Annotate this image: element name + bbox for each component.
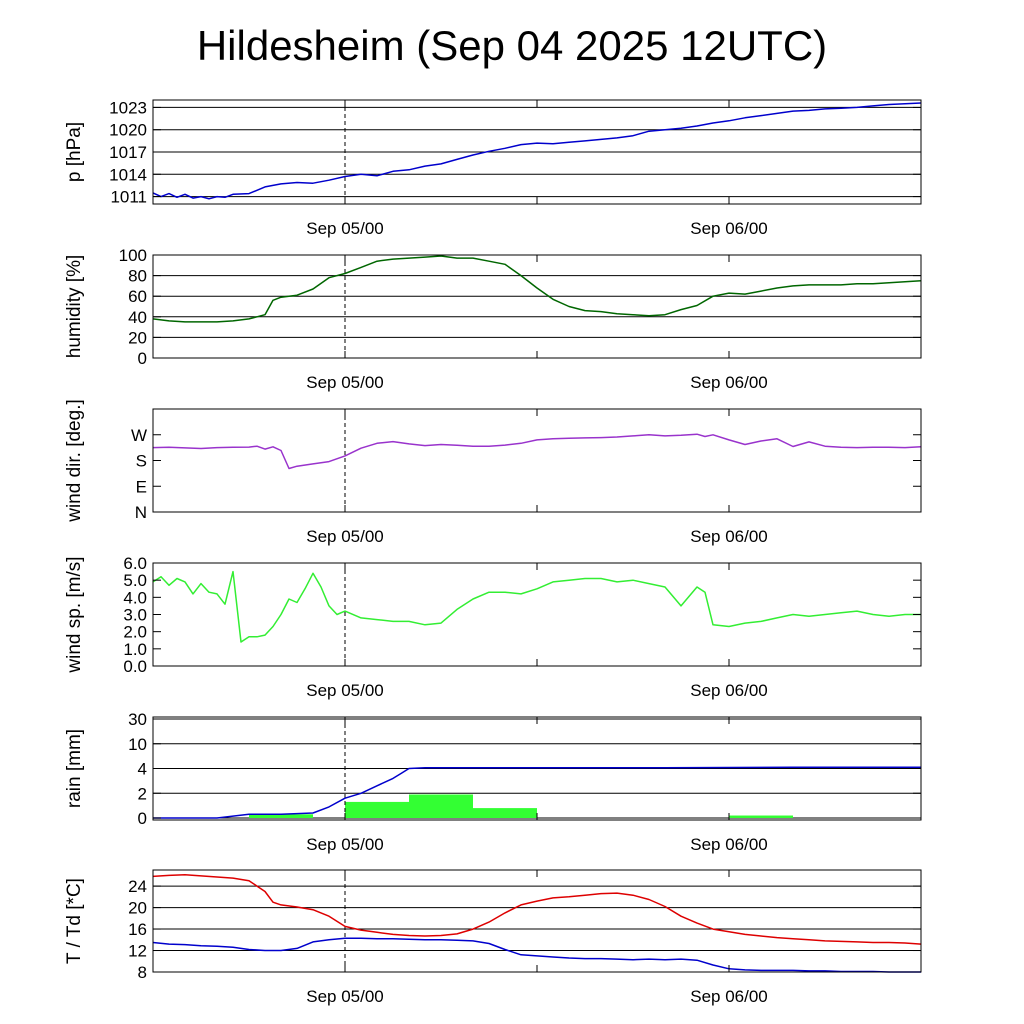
- series-line-1: [152, 874, 922, 945]
- y-tick-label: 24: [128, 877, 147, 896]
- series-line-1: [152, 102, 922, 200]
- y-axis-label: wind dir. [deg.]: [64, 399, 85, 523]
- y-tick-label: W: [131, 426, 147, 445]
- y-axis-label: wind sp. [m/s]: [64, 556, 85, 673]
- y-tick-label: 20: [128, 328, 147, 347]
- y-axis-label: humidity [%]: [64, 255, 85, 358]
- plot-frame: [152, 562, 922, 667]
- x-tick-label: Sep 05/00: [306, 987, 384, 1006]
- series-line-2: [152, 937, 921, 973]
- y-tick-label: 1023: [109, 98, 147, 117]
- x-tick-label: Sep 06/00: [690, 835, 768, 854]
- y-tick-label: 0: [138, 349, 147, 368]
- y-axis-label: T / Td [*C]: [64, 878, 85, 964]
- y-tick-label: 0.0: [123, 657, 147, 676]
- y-axis-label: p [hPa]: [64, 122, 85, 182]
- x-tick-label: Sep 05/00: [306, 219, 384, 238]
- rain-bar: [473, 808, 537, 818]
- x-tick-label: Sep 06/00: [690, 681, 768, 700]
- y-tick-label: 3.0: [123, 606, 147, 625]
- rain-bar: [729, 815, 793, 818]
- x-tick-label: Sep 05/00: [306, 373, 384, 392]
- x-tick-label: Sep 05/00: [306, 681, 384, 700]
- y-tick-label: 1011: [110, 188, 147, 207]
- y-tick-label: 20: [128, 899, 147, 918]
- rain-bar: [345, 801, 409, 818]
- panel-5: 0 2 4 10 30 Sep 05/00 Sep 06/00 rain [mm]: [64, 710, 922, 854]
- y-tick-label: 1017: [109, 143, 147, 162]
- series-line-1: [152, 570, 921, 643]
- y-tick-label: 0: [138, 809, 147, 828]
- y-tick-label: 4.0: [123, 588, 147, 607]
- y-tick-label: 1.0: [123, 640, 147, 659]
- x-tick-label: Sep 06/00: [690, 527, 768, 546]
- x-tick-label: Sep 06/00: [690, 987, 768, 1006]
- y-tick-label: 80: [128, 267, 147, 286]
- x-tick-label: Sep 05/00: [306, 527, 384, 546]
- plot-frame: [152, 869, 922, 973]
- y-tick-label: 8: [138, 963, 147, 982]
- series-line-1: [153, 766, 921, 819]
- rain-bar: [249, 814, 313, 818]
- panel-1: 1011 1014 1017 1020 1023 Sep 05/00 Sep 06/00 p …: [64, 98, 922, 238]
- series-line-1: [152, 255, 922, 323]
- plot-frame: [152, 408, 922, 513]
- y-tick-label: 40: [128, 308, 147, 327]
- x-tick-label: Sep 06/00: [690, 219, 768, 238]
- y-tick-label: 6.0: [123, 554, 147, 573]
- y-tick-label: E: [136, 477, 147, 496]
- y-tick-label: 5.0: [123, 571, 147, 590]
- y-axis-label: rain [mm]: [64, 729, 85, 808]
- series-line-1: [152, 433, 922, 470]
- y-tick-label: 10: [128, 735, 147, 754]
- y-tick-label: 1020: [109, 121, 147, 140]
- x-tick-label: Sep 06/00: [690, 373, 768, 392]
- y-tick-label: S: [136, 452, 147, 471]
- y-tick-label: 60: [128, 287, 147, 306]
- panel-6: 8 12 16 20 24 Sep 05/00 Sep 06/00 T / Td [*C]: [64, 869, 922, 1006]
- y-tick-label: 2: [138, 784, 147, 803]
- y-tick-label: 2.0: [123, 623, 147, 642]
- y-tick-label: 100: [119, 246, 147, 265]
- y-tick-label: 4: [138, 760, 147, 779]
- plot-frame: [152, 254, 922, 359]
- x-tick-label: Sep 05/00: [306, 835, 384, 854]
- y-tick-label: 12: [128, 942, 147, 961]
- y-tick-label: 16: [128, 920, 147, 939]
- chart-title: Hildesheim (Sep 04 2025 12UTC): [196, 22, 828, 69]
- y-tick-label: N: [135, 503, 147, 522]
- panel-4: 0.01.02.03.04.05.06.0 Sep 05/00 Sep 06/00 w…: [64, 554, 922, 700]
- rain-bar: [409, 794, 473, 818]
- y-tick-label: 1014: [109, 165, 147, 184]
- y-tick-label: 30: [128, 710, 147, 729]
